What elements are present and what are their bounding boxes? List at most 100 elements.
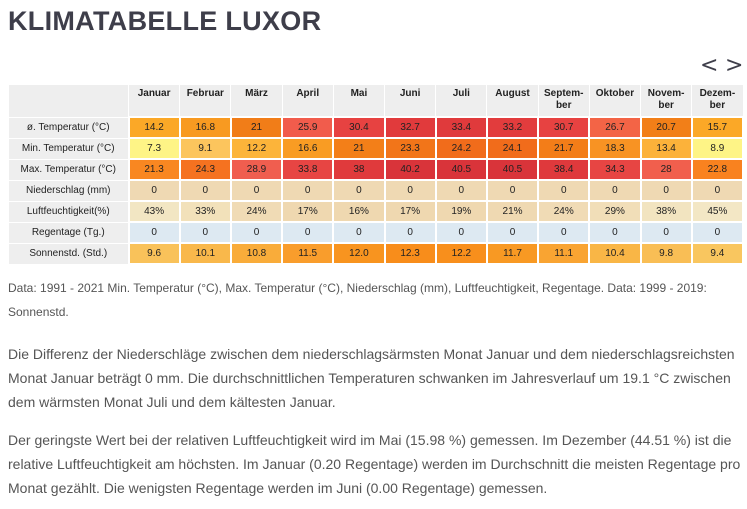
table-cell: 12.2 bbox=[229, 137, 284, 160]
table-cell: 0 bbox=[281, 179, 335, 202]
month-header: Mai bbox=[332, 84, 386, 118]
table-cell: 9.1 bbox=[178, 137, 232, 160]
table-cell: 23.3 bbox=[383, 137, 437, 160]
table-cell: 0 bbox=[229, 179, 284, 202]
table-cell: 43% bbox=[127, 200, 181, 223]
month-header: Novem- ber bbox=[640, 84, 693, 118]
row-label: Regentage (Tg.) bbox=[8, 221, 129, 244]
table-cell: 0 bbox=[588, 179, 642, 202]
month-header: Februar bbox=[179, 84, 232, 118]
table-cell: 38% bbox=[639, 200, 693, 223]
table-cell: 32.7 bbox=[383, 116, 437, 139]
table-row: Luftfeuchtigkeit(%) 43% 33% 24% 17% 16% 17% 19%… bbox=[8, 200, 745, 223]
table-row: Niederschlag (mm) 0 0 0 0 0 0 0 0 0 0 0 0 bbox=[8, 179, 745, 202]
row-label: Min. Temperatur (°C) bbox=[8, 137, 129, 160]
table-cell: 19% bbox=[434, 200, 488, 223]
table-cell: 21.3 bbox=[127, 158, 181, 181]
table-cell: 11.1 bbox=[537, 242, 591, 265]
table-cell: 21 bbox=[332, 137, 386, 160]
data-source-caption: Data: 1991 - 2021 Min. Temperatur (°C), … bbox=[8, 281, 707, 319]
table-cell: 22.8 bbox=[690, 158, 745, 181]
summary-paragraph-humidity-raindays: Der geringste Wert bei der relativen Luf… bbox=[8, 432, 741, 496]
table-cell: 7.3 bbox=[127, 137, 181, 160]
table-cell: 24% bbox=[229, 200, 284, 223]
table-cell: 21.7 bbox=[537, 137, 591, 160]
climate-table: Januar Februar März April Mai Juni Juli August S… bbox=[8, 84, 745, 265]
month-header: Juni bbox=[384, 84, 437, 118]
month-header: Septem- ber bbox=[537, 84, 590, 118]
table-cell: 40.5 bbox=[485, 158, 540, 181]
table-cell: 0 bbox=[281, 221, 335, 244]
table-row: Regentage (Tg.) 0 0 0 0 0 0 0 0 0 0 0 0 bbox=[8, 221, 745, 244]
table-cell: 25.9 bbox=[281, 116, 335, 139]
table-cell: 0 bbox=[332, 179, 386, 202]
table-cell: 0 bbox=[588, 221, 642, 244]
table-header-row: Januar Februar März April Mai Juni Juli August S… bbox=[8, 84, 744, 118]
table-cell: 0 bbox=[178, 179, 232, 202]
row-label: Max. Temperatur (°C) bbox=[8, 158, 129, 181]
month-header: Dezem- ber bbox=[691, 84, 744, 118]
row-label: Niederschlag (mm) bbox=[8, 179, 129, 202]
table-cell: 0 bbox=[434, 179, 488, 202]
table-cell: 24.1 bbox=[485, 137, 540, 160]
table-cell: 9.8 bbox=[639, 242, 693, 265]
table-cell: 0 bbox=[178, 221, 232, 244]
table-cell: 10.8 bbox=[229, 242, 284, 265]
table-cell: 12.3 bbox=[383, 242, 437, 265]
table-cell: 20.7 bbox=[639, 116, 693, 139]
table-cell: 26.7 bbox=[588, 116, 642, 139]
table-cell: 24.2 bbox=[434, 137, 488, 160]
table-cell: 0 bbox=[690, 221, 745, 244]
table-cell: 8.9 bbox=[690, 137, 745, 160]
table-cell: 33% bbox=[178, 200, 232, 223]
table-cell: 10.1 bbox=[178, 242, 232, 265]
month-header: Januar bbox=[127, 84, 181, 118]
table-row: ø. Temperatur (°C) 14.2 16.8 21 25.9 30.4 32.7… bbox=[8, 116, 745, 139]
table-cell: 38.4 bbox=[537, 158, 591, 181]
month-header: März bbox=[230, 84, 283, 118]
table-cell: 0 bbox=[383, 179, 437, 202]
month-header: Juli bbox=[435, 84, 488, 118]
table-cell: 0 bbox=[537, 179, 591, 202]
next-arrow-icon[interactable]: > bbox=[725, 53, 744, 78]
header-corner bbox=[8, 84, 129, 118]
table-cell: 14.2 bbox=[127, 116, 181, 139]
table-cell: 0 bbox=[485, 221, 540, 244]
table-cell: 34.3 bbox=[588, 158, 642, 181]
table-cell: 18.3 bbox=[588, 137, 642, 160]
table-cell: 0 bbox=[383, 221, 437, 244]
table-cell: 33.2 bbox=[485, 116, 540, 139]
table-cell: 0 bbox=[485, 179, 540, 202]
table-cell: 45% bbox=[690, 200, 745, 223]
month-header: August bbox=[486, 84, 539, 118]
table-row: Sonnenstd. (Std.) 9.6 10.1 10.8 11.5 12.0 12.3… bbox=[8, 242, 745, 265]
table-body: ø. Temperatur (°C) 14.2 16.8 21 25.9 30.4 32.7… bbox=[8, 116, 745, 265]
page-title: KLIMATABELLE LUXOR bbox=[8, 6, 322, 36]
row-label: ø. Temperatur (°C) bbox=[8, 116, 129, 139]
table-cell: 24.3 bbox=[178, 158, 232, 181]
table-cell: 40.2 bbox=[383, 158, 437, 181]
table-cell: 13.4 bbox=[639, 137, 693, 160]
table-cell: 17% bbox=[281, 200, 335, 223]
table-cell: 0 bbox=[639, 221, 693, 244]
table-cell: 33.4 bbox=[434, 116, 488, 139]
table-cell: 17% bbox=[383, 200, 437, 223]
table-cell: 33.8 bbox=[281, 158, 335, 181]
table-cell: 0 bbox=[229, 221, 284, 244]
table-cell: 0 bbox=[639, 179, 693, 202]
table-cell: 21% bbox=[485, 200, 540, 223]
table-cell: 12.0 bbox=[332, 242, 386, 265]
table-cell: 15.7 bbox=[690, 116, 745, 139]
previous-arrow-icon[interactable]: < bbox=[700, 53, 719, 78]
table-cell: 16.6 bbox=[281, 137, 335, 160]
table-cell: 24% bbox=[537, 200, 591, 223]
table-cell: 28.9 bbox=[229, 158, 284, 181]
row-label: Luftfeuchtigkeit(%) bbox=[8, 200, 129, 223]
table-cell: 12.2 bbox=[434, 242, 488, 265]
table-cell: 0 bbox=[127, 179, 181, 202]
table-cell: 0 bbox=[537, 221, 591, 244]
table-row: Min. Temperatur (°C) 7.3 9.1 12.2 16.6 21 23.3… bbox=[8, 137, 745, 160]
table-cell: 0 bbox=[332, 221, 386, 244]
table-cell: 9.4 bbox=[690, 242, 745, 265]
month-header: Oktober bbox=[588, 84, 642, 118]
